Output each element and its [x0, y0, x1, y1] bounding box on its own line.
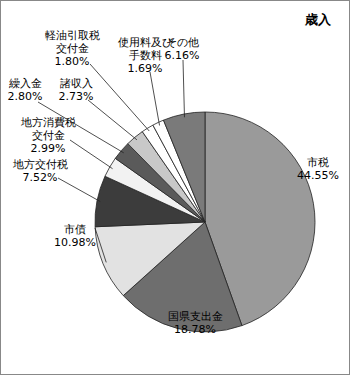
data-label: 18.78% — [174, 323, 216, 336]
leader-line — [150, 72, 160, 125]
data-label: 2.99% — [31, 142, 66, 155]
category-label: 地方交付税 — [12, 158, 68, 171]
title: 歳入 — [304, 12, 332, 27]
data-label: 10.98% — [54, 236, 96, 249]
leader-line — [58, 178, 100, 202]
data-label: 2.80% — [8, 90, 43, 103]
category-label: 諸収入 — [60, 77, 93, 90]
category-label: 軽油引取税交付金 — [45, 29, 100, 55]
chart: 歳入市税44.55% 国県支出金18.78% 市債10.98% 地方交付税7.52% 地… — [0, 0, 350, 375]
leader-line — [183, 60, 184, 117]
category-label: 市税 — [307, 156, 329, 169]
data-label: 44.55% — [297, 169, 339, 182]
data-label: 1.80% — [55, 55, 90, 68]
data-label: 6.16% — [165, 49, 200, 62]
data-label: 7.52% — [23, 171, 58, 184]
frame — [1, 1, 350, 375]
data-label: 2.73% — [59, 90, 94, 103]
pie-slice — [95, 222, 205, 296]
pie-slice — [163, 112, 205, 222]
category-label: その他 — [166, 36, 199, 49]
category-label: 繰入金 — [8, 77, 42, 90]
leader-line — [88, 100, 137, 140]
pie — [95, 112, 315, 332]
leader-line — [95, 228, 106, 262]
category-label: 地方消費税交付金 — [20, 116, 76, 142]
category-label: 国県支出金 — [168, 310, 223, 323]
leader-line — [70, 140, 113, 169]
data-label: 1.69% — [128, 62, 163, 75]
leader-line — [38, 102, 124, 153]
category-label: 市債 — [64, 223, 86, 236]
